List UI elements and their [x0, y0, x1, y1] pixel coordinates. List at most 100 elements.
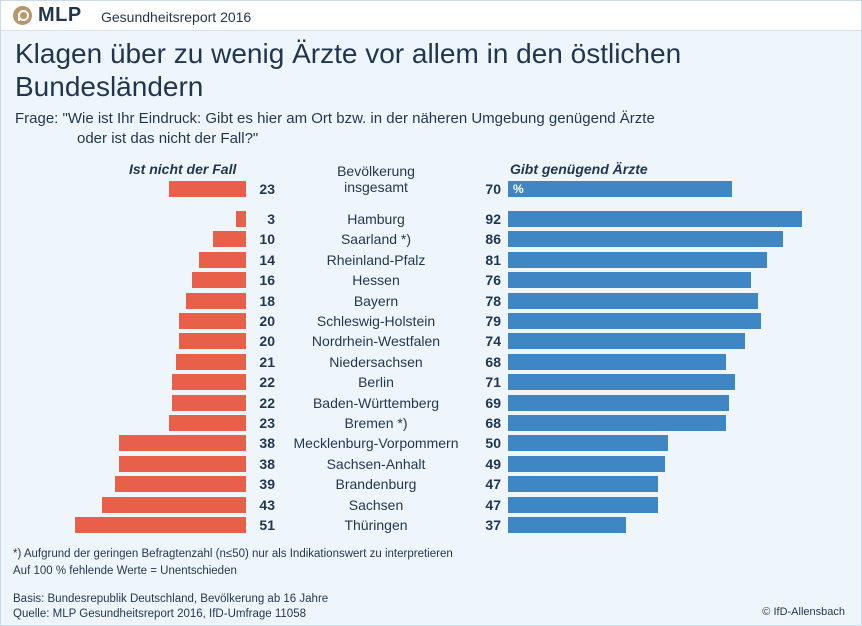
chart-row: 23 Bremen *) 68 [1, 415, 861, 431]
chart-row: 39 Brandenburg 47 [1, 476, 861, 493]
right-bar [508, 455, 665, 472]
total-right-value: 70 [485, 181, 501, 197]
question-line-2: oder ist das nicht der Fall?" [77, 130, 259, 147]
headline: Klagen über zu wenig Ärzte vor allem in … [15, 37, 815, 103]
right-value-label: 71 [485, 374, 501, 391]
left-value-label: 14 [259, 251, 275, 268]
right-value-label: 37 [485, 517, 501, 533]
category-label: Hamburg [347, 211, 405, 227]
left-value-label: 23 [259, 415, 275, 431]
left-value-label: 20 [259, 333, 275, 350]
left-value-label: 16 [259, 272, 275, 289]
center-column-header: Bevölkerung insgesamt [301, 163, 451, 195]
right-bar [508, 231, 784, 248]
left-value-label: 39 [259, 476, 275, 493]
source-note: Quelle: MLP Gesundheitsreport 2016, IfD-… [13, 608, 306, 620]
right-bar [508, 313, 761, 329]
question-line-1: Frage: "Wie ist Ihr Eindruck: Gibt es hi… [15, 110, 655, 127]
left-value-label: 43 [259, 496, 275, 513]
logo-text: MLP [38, 4, 82, 26]
center-header-line-1: Bevölkerung [337, 163, 415, 179]
left-bar [101, 496, 246, 513]
right-value-label: 47 [485, 476, 501, 493]
category-label: Nordrhein-Westfalen [311, 333, 441, 350]
right-value-label: 68 [485, 415, 501, 431]
right-bar [508, 517, 627, 533]
brand-bar: MLP Gesundheitsreport 2016 [1, 1, 861, 31]
right-value-label: 78 [485, 292, 501, 309]
left-bar [179, 313, 246, 329]
left-bar [118, 435, 246, 452]
survey-question: Frage: "Wie ist Ihr Eindruck: Gibt es hi… [15, 109, 655, 149]
category-label: Bremen *) [344, 415, 408, 431]
mlp-logo-icon [13, 6, 32, 25]
category-label: Baden-Württemberg [312, 394, 440, 411]
left-value-label: 38 [259, 435, 275, 452]
right-bar [508, 394, 729, 411]
left-bar [172, 394, 246, 411]
left-value-label: 20 [259, 313, 275, 329]
category-label: Niedersachsen [329, 353, 423, 370]
category-label: Sachsen-Anhalt [326, 455, 426, 472]
left-value-label: 51 [259, 517, 275, 533]
chart-row: 38 Sachsen-Anhalt 49 [1, 455, 861, 472]
right-bar [508, 353, 726, 370]
chart-row: 3 Hamburg 92 [1, 211, 861, 227]
right-bar [508, 333, 745, 350]
right-bar [508, 292, 758, 309]
chart-row: 22 Baden-Württemberg 69 [1, 394, 861, 411]
unit-label: % [513, 182, 524, 196]
left-column-header: Ist nicht der Fall [129, 161, 237, 177]
left-value-label: 22 [259, 374, 275, 391]
left-bar [235, 211, 246, 227]
chart-row: 43 Sachsen 47 [1, 496, 861, 513]
chart-row: 18 Bayern 78 [1, 292, 861, 309]
left-value-label: 3 [267, 211, 275, 227]
chart-row: 22 Berlin 71 [1, 374, 861, 391]
right-value-label: 81 [485, 251, 501, 268]
right-bar [508, 415, 726, 431]
report-title: Gesundheitsreport 2016 [101, 9, 252, 25]
category-label: Thüringen [344, 517, 408, 533]
category-label: Saarland *) [340, 231, 412, 248]
left-value-label: 38 [259, 455, 275, 472]
left-bar [175, 353, 246, 370]
chart-row: 14 Rheinland-Pfalz 81 [1, 251, 861, 268]
left-value-label: 18 [259, 292, 275, 309]
headline-line-1: Klagen über zu wenig Ärzte vor allem in … [15, 38, 682, 69]
category-label: Sachsen [348, 496, 404, 513]
total-left-value: 23 [259, 181, 275, 197]
category-label: Hessen [352, 272, 400, 289]
right-value-label: 68 [485, 353, 501, 370]
category-label: Mecklenburg-Vorpommern [293, 435, 459, 452]
right-value-label: 49 [485, 455, 501, 472]
right-value-label: 47 [485, 496, 501, 513]
right-bar [508, 272, 752, 289]
basis-note: Basis: Bundesrepublik Deutschland, Bevöl… [13, 593, 329, 605]
category-label: Berlin [358, 374, 394, 391]
right-value-label: 79 [485, 313, 501, 329]
chart-row: 21 Niedersachsen 68 [1, 353, 861, 370]
headline-line-2: Bundesländern [15, 71, 204, 102]
right-value-label: 92 [485, 211, 501, 227]
right-bar [508, 374, 736, 391]
chart-row: 20 Schleswig-Holstein 79 [1, 313, 861, 329]
right-bar [508, 251, 768, 268]
left-bar [115, 476, 246, 493]
right-bar [508, 496, 659, 513]
right-value-label: 74 [485, 333, 501, 350]
total-left-bar [168, 181, 246, 197]
chart-row: 38 Mecklenburg-Vorpommern 50 [1, 435, 861, 452]
left-bar [179, 333, 246, 350]
left-value-label: 10 [259, 231, 275, 248]
left-value-label: 22 [259, 394, 275, 411]
total-row: 23 70 % [1, 181, 861, 197]
left-bar [199, 251, 246, 268]
left-value-label: 21 [259, 353, 275, 370]
chart-row: 51 Thüringen 37 [1, 517, 861, 533]
category-label: Brandenburg [335, 476, 417, 493]
right-value-label: 50 [485, 435, 501, 452]
chart-row: 20 Nordrhein-Westfalen 74 [1, 333, 861, 350]
category-label: Bayern [353, 292, 399, 309]
